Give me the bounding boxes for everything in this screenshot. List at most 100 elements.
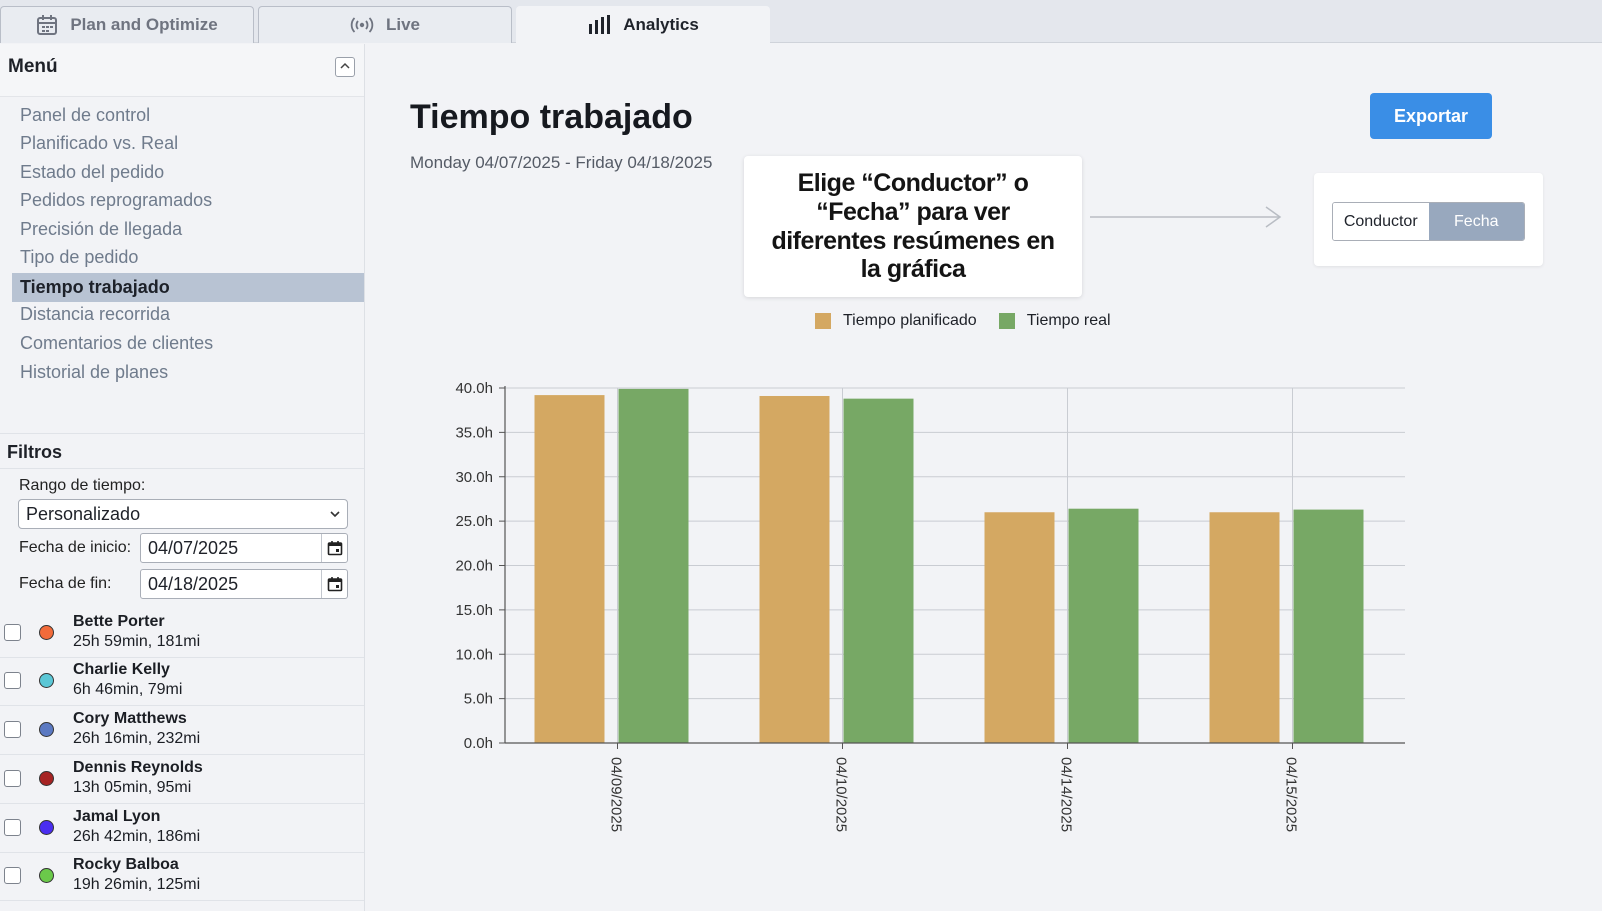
driver-color-dot [39,673,54,688]
legend-label-actual: Tiempo real [1026,312,1111,329]
menu-item-panel-de-control[interactable]: Panel de control [20,105,151,125]
tab-plan-and-optimize[interactable]: Plan and Optimize [0,6,254,43]
y-tick-label: 5.0h [464,691,493,708]
menu-item-precision-de-llegada[interactable]: Precisión de llegada [20,219,183,239]
driver-row-rocky-balboa[interactable]: Rocky Balboa 19h 26min, 125mi [0,853,364,901]
driver-color-dot [39,722,54,737]
menu-item-estado-del-pedido[interactable]: Estado del pedido [20,162,165,182]
end-date-label: Fecha de fin: [19,575,112,592]
bar-planned [759,395,830,743]
start-date-value: 04/07/2025 [148,538,239,558]
driver-stats: 25h 59min, 181mi [73,633,201,650]
x-tick-label: 04/15/2025 [1283,757,1300,832]
y-tick-label: 0.0h [464,735,493,752]
x-tick-label: 04/14/2025 [1058,757,1075,832]
tab-label: Live [385,15,421,34]
toggle-fecha[interactable]: Fecha [1428,203,1524,240]
end-date-input[interactable]: 04/18/2025 [140,569,348,599]
start-date-input[interactable]: 04/07/2025 [140,533,348,563]
driver-row-bette-porter[interactable]: Bette Porter 25h 59min, 181mi [0,610,364,658]
legend-item-planned: Tiempo planificado [815,312,977,330]
driver-checkbox[interactable] [4,770,21,787]
bar-chart-icon [587,15,611,35]
bar-actual [1068,508,1139,743]
bar-actual [1293,509,1364,743]
menu-title: Menú [8,56,58,77]
callout-arrow-icon [1090,206,1282,228]
driver-row-cory-matthews[interactable]: Cory Matthews 26h 16min, 232mi [0,707,364,755]
driver-stats: 26h 42min, 186mi [73,828,201,845]
driver-row-dennis-reynolds[interactable]: Dennis Reynolds 13h 05min, 95mi [0,756,364,804]
driver-stats: 6h 46min, 79mi [73,681,183,698]
chevron-down-icon [329,500,341,538]
tab-label: Analytics [623,15,699,34]
driver-name: Charlie Kelly [73,661,170,678]
legend-swatch-actual [998,313,1015,329]
filters-title: Filtros [7,442,63,462]
y-tick-label: 20.0h [455,558,493,575]
driver-checkbox[interactable] [4,819,21,836]
driver-name: Rocky Balboa [73,856,179,873]
export-button[interactable]: Exportar [1370,93,1492,139]
y-tick-label: 10.0h [455,646,493,663]
time-range-value: Personalizado [26,504,141,524]
y-tick-label: 30.0h [455,469,493,486]
driver-color-dot [39,625,54,640]
menu-item-planificado-vs-real[interactable]: Planificado vs. Real [20,133,179,153]
driver-name: Cory Matthews [73,710,187,727]
y-tick-label: 40.0h [455,380,493,397]
driver-row-jamal-lyon[interactable]: Jamal Lyon 26h 42min, 186mi [0,805,364,853]
calendar-picker-icon[interactable] [321,570,347,598]
menu-item-pedidos-reprogramados[interactable]: Pedidos reprogramados [20,190,213,210]
menu-item-historial-de-planes[interactable]: Historial de planes [20,362,169,382]
top-tab-bar: Plan and Optimize Live Analytics [0,0,1602,43]
driver-color-dot [39,771,54,786]
y-tick-label: 25.0h [455,513,493,530]
driver-color-dot [39,820,54,835]
driver-checkbox[interactable] [4,867,21,884]
driver-checkbox[interactable] [4,672,21,689]
driver-row-charlie-kelly[interactable]: Charlie Kelly 6h 46min, 79mi [0,658,364,706]
driver-name: Bette Porter [73,613,165,630]
driver-stats: 19h 26min, 125mi [73,876,201,893]
legend-swatch-planned [815,313,831,329]
calendar-icon [36,14,58,36]
broadcast-icon [350,16,374,34]
x-tick-label: 04/10/2025 [833,757,850,832]
driver-stats: 13h 05min, 95mi [73,779,192,796]
driver-checkbox[interactable] [4,721,21,738]
toggle-conductor[interactable]: Conductor [1333,203,1429,240]
view-toggle[interactable]: Conductor Fecha [1332,202,1525,241]
menu-item-distancia-recorrida[interactable]: Distancia recorrida [20,304,171,324]
calendar-picker-icon[interactable] [321,534,347,562]
bar-actual [618,388,689,743]
tab-label: Plan and Optimize [70,15,218,34]
collapse-menu-button[interactable] [335,57,355,77]
filters-header: Filtros [0,433,364,469]
tutorial-callout: Elige “Conductor” o “Fecha” para ver dif… [744,156,1082,297]
bar-planned [1209,512,1280,743]
time-range-label: Rango de tiempo: [19,477,146,494]
menu-header: Menú [0,44,364,97]
start-date-label: Fecha de inicio: [19,539,132,556]
tab-analytics[interactable]: Analytics [516,6,770,43]
page-title: Tiempo trabajado [410,98,693,136]
driver-checkbox[interactable] [4,624,21,641]
driver-name: Jamal Lyon [73,808,161,825]
bar-planned [534,395,605,743]
menu-item-comentarios-de-clientes[interactable]: Comentarios de clientes [20,333,214,353]
tab-live[interactable]: Live [258,6,512,43]
sidebar: Menú Panel de control Planificado vs. Re… [0,44,365,911]
chevron-up-icon [340,61,350,73]
menu-item-tipo-de-pedido[interactable]: Tipo de pedido [20,247,139,267]
driver-color-dot [39,868,54,883]
menu-item-tiempo-trabajado[interactable]: Tiempo trabajado [12,273,364,302]
driver-name: Dennis Reynolds [73,759,203,776]
view-toggle-card: Conductor Fecha [1314,173,1543,266]
time-range-select[interactable]: Personalizado [18,499,348,529]
legend-item-actual: Tiempo real [998,312,1111,330]
driver-stats: 26h 16min, 232mi [73,730,201,747]
bar-actual [843,398,914,743]
y-tick-label: 35.0h [455,424,493,441]
y-tick-label: 15.0h [455,602,493,619]
